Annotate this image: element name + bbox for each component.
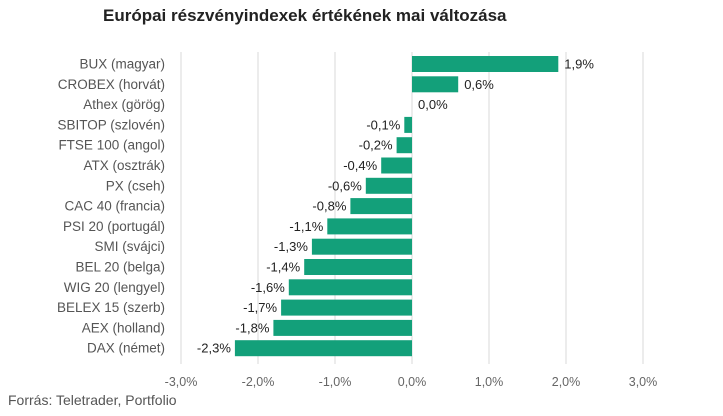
category-label: Athex (görög) (83, 97, 165, 112)
bar (311, 238, 412, 255)
value-labels: 1,9% 0,6% 0,0% -0,1% -0,2% -0,4% -0,6% -0,8% -1,… (197, 57, 594, 356)
category-label: BUX (magyar) (79, 57, 165, 72)
x-tick-label: 0,0% (398, 375, 427, 389)
bar (273, 319, 412, 336)
category-label: ATX (osztrák) (83, 158, 165, 173)
value-label: -0,2% (359, 138, 393, 153)
value-label: 1,9% (564, 57, 594, 72)
category-label: SBITOP (szlovén) (57, 117, 165, 132)
bar (381, 157, 412, 174)
category-label: PSI 20 (portugál) (63, 219, 165, 234)
category-label: CAC 40 (francia) (64, 199, 165, 214)
bar (404, 116, 412, 133)
bar (396, 137, 412, 154)
bar (412, 56, 559, 72)
bar (350, 198, 412, 215)
category-label: FTSE 100 (angol) (58, 138, 165, 153)
category-label: AEX (holland) (82, 320, 165, 335)
bar (234, 340, 412, 357)
value-label: -1,6% (251, 280, 285, 295)
value-label: 0,0% (418, 97, 448, 112)
category-label: PX (cseh) (106, 178, 165, 193)
x-tick-label: 1,0% (475, 375, 504, 389)
category-label: DAX (német) (87, 341, 165, 356)
bar (281, 299, 412, 316)
value-label: 0,6% (464, 77, 494, 92)
x-tick-label: -3,0% (165, 375, 198, 389)
category-label: WIG 20 (lengyel) (64, 280, 165, 295)
value-label: -0,1% (366, 117, 400, 132)
category-label: BEL 20 (belga) (75, 260, 165, 275)
x-axis-ticks: -3,0% -2,0% -1,0% 0,0% 1,0% 2,0% 3,0% (165, 375, 658, 389)
value-label: -1,3% (274, 239, 308, 254)
bars (234, 56, 559, 357)
bar (412, 76, 459, 93)
bar (304, 259, 412, 275)
value-label: -1,1% (289, 219, 323, 234)
category-label: BELEX 15 (szerb) (57, 300, 165, 315)
x-tick-label: 3,0% (629, 375, 658, 389)
bar (327, 218, 412, 235)
value-label: -0,6% (328, 178, 362, 193)
source-note: Forrás: Teletrader, Portfolio (8, 392, 177, 408)
value-label: -1,8% (235, 320, 269, 335)
value-label: -2,3% (197, 341, 231, 356)
category-labels: BUX (magyar) CROBEX (horvát) Athex (görög)… (57, 57, 165, 356)
bar (288, 279, 412, 296)
x-tick-label: 2,0% (552, 375, 581, 389)
category-label: CROBEX (horvát) (58, 77, 165, 92)
value-label: -0,8% (312, 199, 346, 214)
x-tick-label: -2,0% (242, 375, 275, 389)
chart-title: Európai részvényindexek értékének mai vá… (103, 6, 507, 25)
value-label: -1,4% (266, 260, 300, 275)
x-tick-label: -1,0% (319, 375, 352, 389)
value-label: -1,7% (243, 300, 277, 315)
value-label: -0,4% (343, 158, 377, 173)
category-label: SMI (svájci) (95, 239, 166, 254)
bar (365, 177, 412, 194)
